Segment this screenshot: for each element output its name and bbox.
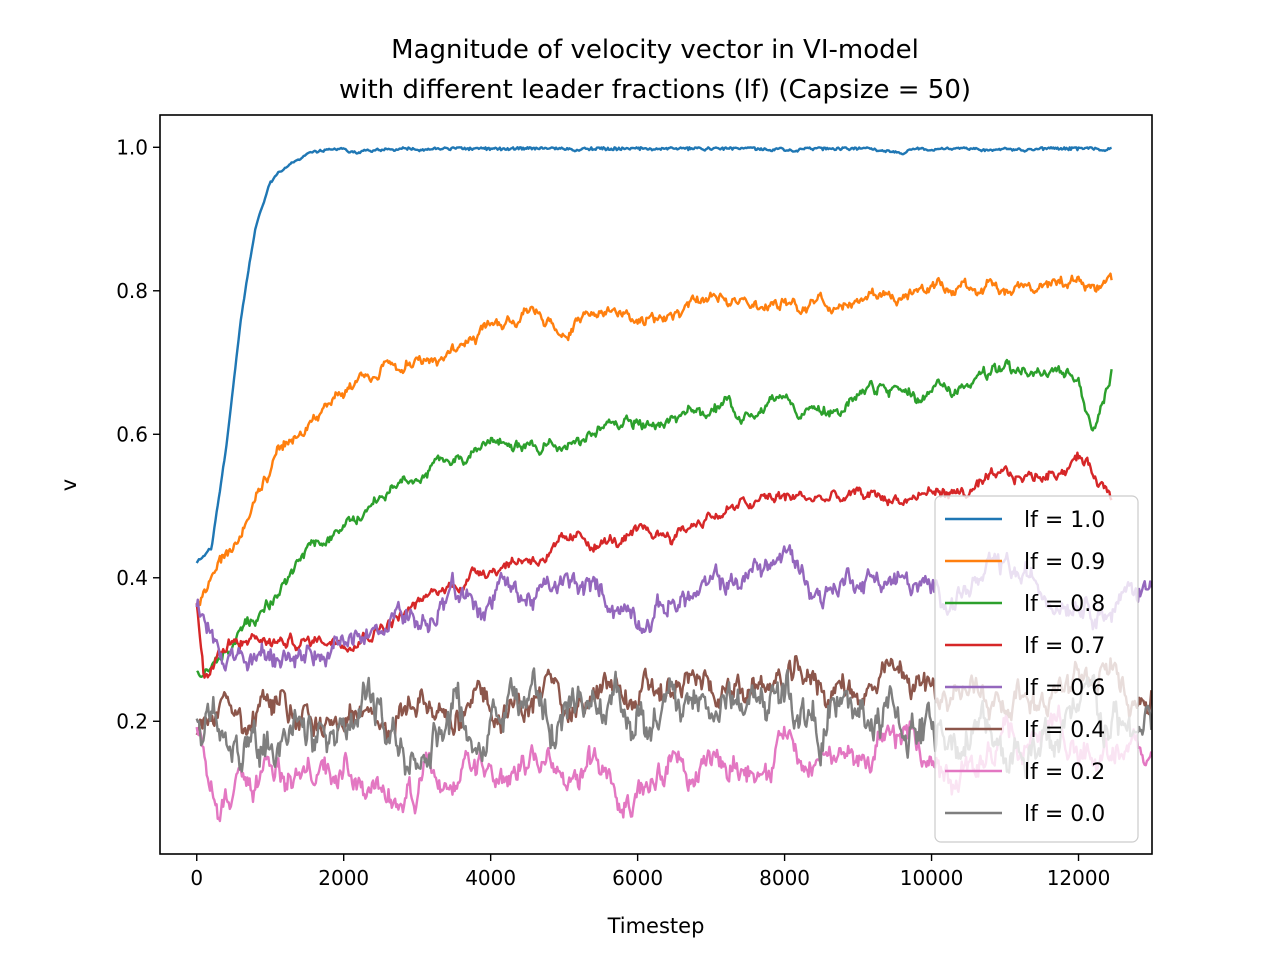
chart-title-line-2: with different leader fractions (lf) (Ca… — [339, 75, 971, 105]
legend-label: lf = 0.4 — [1024, 718, 1105, 743]
legend-label: lf = 0.6 — [1024, 676, 1105, 701]
plot-frame — [159, 114, 1153, 855]
y-axis-label: v — [57, 479, 81, 491]
x-tick-label: 10000 — [900, 866, 964, 890]
legend-label: lf = 0.2 — [1024, 760, 1105, 785]
y-tick-label: 0.6 — [116, 422, 148, 446]
legend-label: lf = 0.9 — [1024, 550, 1105, 575]
legend-label: lf = 0.7 — [1024, 634, 1105, 659]
x-tick-label: 6000 — [612, 866, 663, 890]
y-tick-label: 0.2 — [116, 709, 148, 733]
series-line-3 — [196, 358, 1113, 678]
x-axis: 0 2000 4000 6000 8000 10000 12000 — [190, 854, 1110, 890]
x-axis-label: Timestep — [607, 914, 705, 938]
x-tick-label: 8000 — [759, 866, 810, 890]
y-tick-label: 0.4 — [116, 566, 148, 590]
series-line-4 — [195, 451, 1113, 679]
x-tick-label: 4000 — [465, 866, 516, 890]
y-tick-label: 1.0 — [116, 135, 148, 159]
series-layer — [195, 146, 1152, 823]
legend-box — [934, 495, 1139, 843]
legend-label: lf = 0.8 — [1024, 592, 1105, 617]
x-tick-label: 12000 — [1047, 866, 1111, 890]
y-axis: 0.2 0.4 0.6 0.8 1.0 — [116, 135, 160, 733]
chart-title-line-1: Magnitude of velocity vector in VI-model — [391, 35, 919, 65]
x-tick-label: 2000 — [318, 866, 369, 890]
y-tick-label: 0.8 — [116, 279, 148, 303]
legend: lf = 1.0 lf = 0.9 lf = 0.8 lf = 0.7 lf = 0.6… — [934, 495, 1139, 843]
x-tick-label: 0 — [190, 866, 203, 890]
series-line-2 — [196, 272, 1113, 607]
series-line-1 — [195, 146, 1112, 564]
legend-label: lf = 0.0 — [1024, 802, 1105, 827]
legend-label: lf = 1.0 — [1024, 508, 1105, 533]
